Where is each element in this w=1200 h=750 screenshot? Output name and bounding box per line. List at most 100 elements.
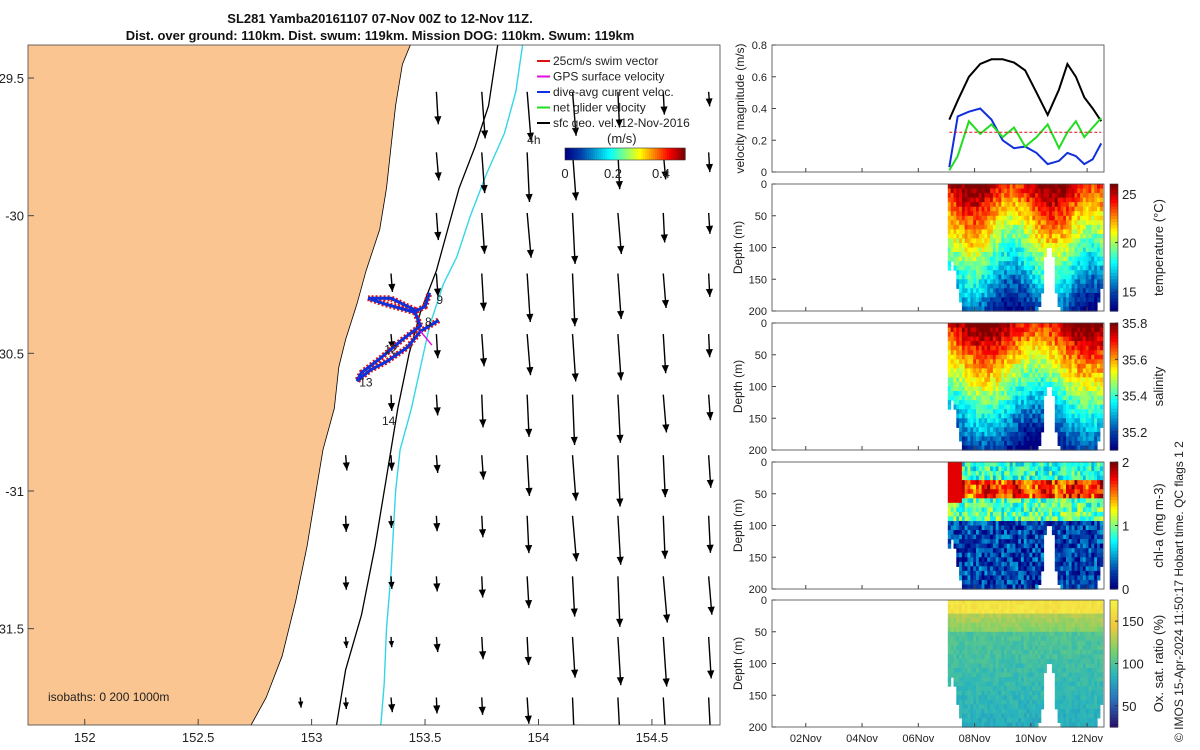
heatmap-cell bbox=[1071, 270, 1075, 276]
heatmap-cell bbox=[970, 306, 974, 312]
heatmap-cell bbox=[990, 229, 994, 235]
heatmap-cell bbox=[987, 422, 991, 428]
heatmap-cell bbox=[976, 475, 980, 481]
heatmap-cell bbox=[1043, 243, 1047, 249]
heatmap-cell bbox=[1021, 247, 1025, 253]
heatmap-cell bbox=[976, 197, 980, 203]
heatmap-cell bbox=[1001, 261, 1005, 267]
heatmap-cell bbox=[967, 332, 971, 338]
heatmap-cell bbox=[961, 261, 966, 267]
heatmap-cell bbox=[1091, 350, 1095, 356]
heatmap-cell bbox=[1068, 534, 1073, 540]
heatmap-cell bbox=[992, 265, 997, 271]
heatmap-cell bbox=[990, 480, 994, 486]
heatmap-cell bbox=[1054, 530, 1059, 536]
heatmap-cell bbox=[1035, 418, 1039, 424]
heatmap-cell bbox=[1037, 229, 1042, 235]
heatmap-cell bbox=[1015, 466, 1019, 472]
heatmap-cell bbox=[956, 327, 960, 333]
sfc-velocity-arrow-head bbox=[662, 424, 670, 433]
heatmap-cell bbox=[981, 363, 985, 369]
heatmap-cell bbox=[1060, 566, 1064, 572]
heatmap-cell bbox=[984, 422, 988, 428]
heatmap-cell bbox=[1049, 238, 1053, 244]
heatmap-cell bbox=[987, 462, 991, 468]
heatmap-cell bbox=[1037, 215, 1042, 221]
heatmap-cell bbox=[947, 184, 952, 190]
heatmap-cell bbox=[998, 489, 1002, 495]
heatmap-cell bbox=[953, 188, 957, 194]
heatmap-cell bbox=[981, 238, 985, 244]
heatmap-cell bbox=[1080, 202, 1084, 208]
heatmap-cell bbox=[959, 636, 963, 642]
sfc-velocity-arrow-head bbox=[615, 119, 623, 128]
heatmap-cell bbox=[1085, 493, 1090, 499]
heatmap-cell bbox=[987, 552, 991, 558]
heatmap-cell bbox=[1074, 502, 1078, 508]
heatmap-cell bbox=[1094, 548, 1098, 554]
heatmap-cell bbox=[959, 422, 963, 428]
heatmap-cell bbox=[984, 391, 988, 397]
heatmap-cell bbox=[1040, 274, 1045, 280]
heatmap-cell bbox=[981, 377, 985, 383]
heatmap-cell bbox=[961, 717, 966, 723]
heatmap-cell bbox=[961, 382, 966, 388]
heatmap-cell bbox=[956, 243, 960, 249]
heatmap-cell bbox=[1085, 215, 1090, 221]
map-colorbar-cell bbox=[579, 148, 582, 160]
heatmap-cell bbox=[1051, 498, 1056, 504]
heatmap-cell bbox=[959, 184, 963, 190]
heatmap-cell bbox=[1085, 332, 1090, 338]
heatmap-cell bbox=[1091, 566, 1095, 572]
heatmap-cell bbox=[1009, 252, 1014, 258]
heatmap-cell bbox=[956, 677, 960, 683]
heatmap-cell bbox=[984, 436, 988, 442]
heatmap-cell bbox=[1018, 391, 1022, 397]
heatmap-cell bbox=[1009, 368, 1014, 374]
heatmap-cell bbox=[961, 427, 966, 433]
heatmap-cell bbox=[1026, 215, 1030, 221]
heatmap-cell bbox=[998, 336, 1002, 342]
heatmap-cell bbox=[1060, 525, 1064, 531]
heatmap-cell bbox=[1049, 502, 1053, 508]
heatmap-cell bbox=[967, 345, 971, 351]
heatmap-cell bbox=[1071, 386, 1075, 392]
heatmap-cell bbox=[956, 516, 960, 522]
heatmap-cell bbox=[1088, 445, 1092, 451]
heatmap-cell bbox=[1068, 480, 1073, 486]
sfc-velocity-arrow-head bbox=[525, 193, 533, 202]
heatmap-cell bbox=[1040, 516, 1045, 522]
heatmap-cell bbox=[1088, 466, 1092, 472]
heatmap-cell bbox=[1006, 427, 1011, 433]
heatmap-cell bbox=[1009, 511, 1014, 517]
heatmap-cell bbox=[1085, 530, 1090, 536]
heatmap-cell bbox=[1077, 220, 1081, 226]
heatmap-cell bbox=[1029, 233, 1033, 239]
heatmap-cell bbox=[1029, 243, 1033, 249]
map-colorbar-cell bbox=[615, 148, 618, 160]
map-x-tick-label: 154 bbox=[528, 730, 550, 745]
heatmap-cell bbox=[1074, 422, 1078, 428]
heatmap-cell bbox=[1018, 292, 1022, 298]
heatmap-cell bbox=[1026, 395, 1030, 401]
heatmap-cell bbox=[1088, 584, 1092, 590]
heatmap-cell bbox=[1029, 188, 1033, 194]
heatmap-cell bbox=[947, 197, 952, 203]
heatmap-cell bbox=[1066, 413, 1070, 419]
heatmap-cell bbox=[1037, 436, 1042, 442]
heatmap-cell bbox=[1068, 431, 1073, 437]
heatmap-cell bbox=[1094, 511, 1098, 517]
heatmap-cell bbox=[1068, 436, 1073, 442]
heatmap-cell bbox=[1085, 345, 1090, 351]
heatmap-cell bbox=[973, 391, 977, 397]
heatmap-cell bbox=[998, 552, 1002, 558]
heatmap-cell bbox=[1009, 288, 1014, 294]
heatmap-cell bbox=[1097, 521, 1101, 527]
heatmap-cell bbox=[1018, 345, 1022, 351]
colorbar-cell bbox=[1110, 373, 1118, 378]
heatmap-cell bbox=[1094, 445, 1098, 451]
heatmap-cell bbox=[1040, 372, 1045, 378]
heatmap-cell bbox=[1004, 422, 1008, 428]
heatmap-cell bbox=[947, 391, 952, 397]
